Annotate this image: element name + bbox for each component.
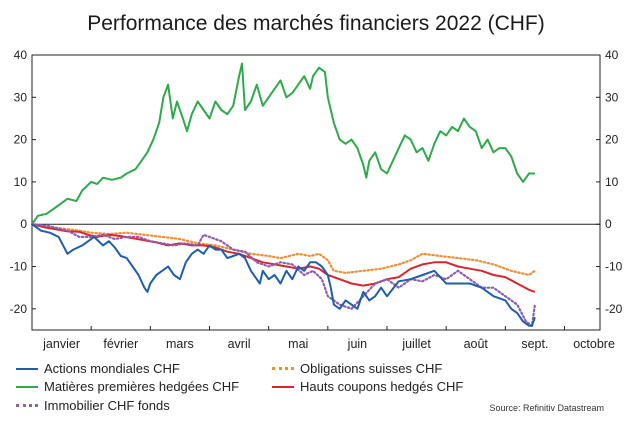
chart-title: Performance des marchés financiers 2022 …: [87, 12, 545, 35]
y-tick-label-left: 30: [14, 90, 28, 104]
y-tick-label-left: 0: [20, 217, 27, 231]
series-line-matieres: [31, 62, 535, 225]
series-line-actions: [31, 223, 536, 327]
y-tick-label-left: 10: [14, 175, 28, 189]
x-tick-label: février: [103, 337, 138, 351]
x-tick-label: juin: [347, 337, 368, 351]
y-tick-label-left: 40: [14, 48, 28, 62]
y-tick-label-right: 40: [605, 48, 619, 62]
x-tick-label: mars: [166, 337, 194, 351]
x-tick-label: mai: [288, 337, 308, 351]
x-tick-label: sept.: [521, 337, 548, 351]
y-tick-label-right: 30: [605, 90, 619, 104]
y-tick-label-right: 20: [605, 133, 619, 147]
x-tick-label: avril: [228, 337, 251, 351]
x-tick-label: janvier: [42, 337, 80, 351]
x-tick-label: juillet: [401, 337, 431, 351]
y-tick-label-left: 20: [14, 133, 28, 147]
x-tick-label: octobre: [573, 337, 615, 351]
series-line-hauts: [31, 223, 536, 293]
plot-frame: [31, 54, 601, 331]
series-line-obligations: [30, 223, 536, 277]
y-tick-label-left: -10: [10, 260, 28, 274]
x-tick-label: août: [464, 337, 489, 351]
source-note: Source: Refinitiv Datastream: [489, 403, 604, 413]
y-tick-label-right: -10: [605, 260, 623, 274]
y-tick-label-right: 0: [605, 217, 612, 231]
series-line-immobilier: [30, 223, 536, 327]
y-tick-label-left: -20: [10, 302, 28, 316]
y-tick-label-right: -20: [605, 302, 623, 316]
y-tick-label-right: 10: [605, 175, 619, 189]
